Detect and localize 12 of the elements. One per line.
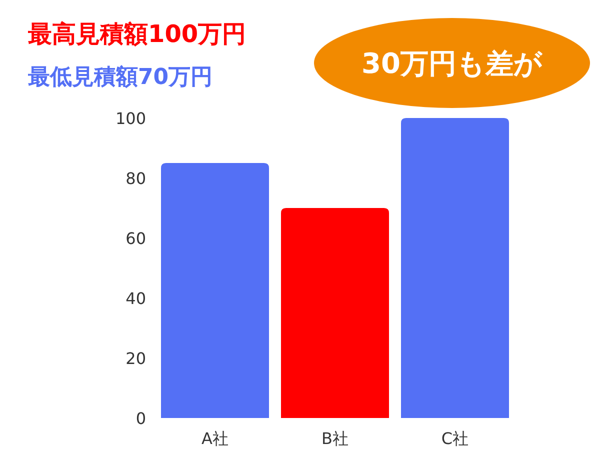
annotation: 30万円も差が	[362, 47, 542, 80]
title: 最高見積額100万円	[28, 20, 246, 48]
xtick: B社	[322, 429, 348, 448]
ytick: 100	[115, 109, 146, 128]
subtitle: 最低見積額70万円	[28, 65, 213, 90]
xtick: C社	[441, 429, 469, 448]
ytick: 0	[136, 409, 146, 428]
ytick: 40	[126, 289, 146, 308]
ytick: 60	[126, 229, 146, 248]
xtick: A社	[202, 429, 228, 448]
ytick: 20	[126, 349, 146, 368]
ytick: 80	[126, 169, 146, 188]
